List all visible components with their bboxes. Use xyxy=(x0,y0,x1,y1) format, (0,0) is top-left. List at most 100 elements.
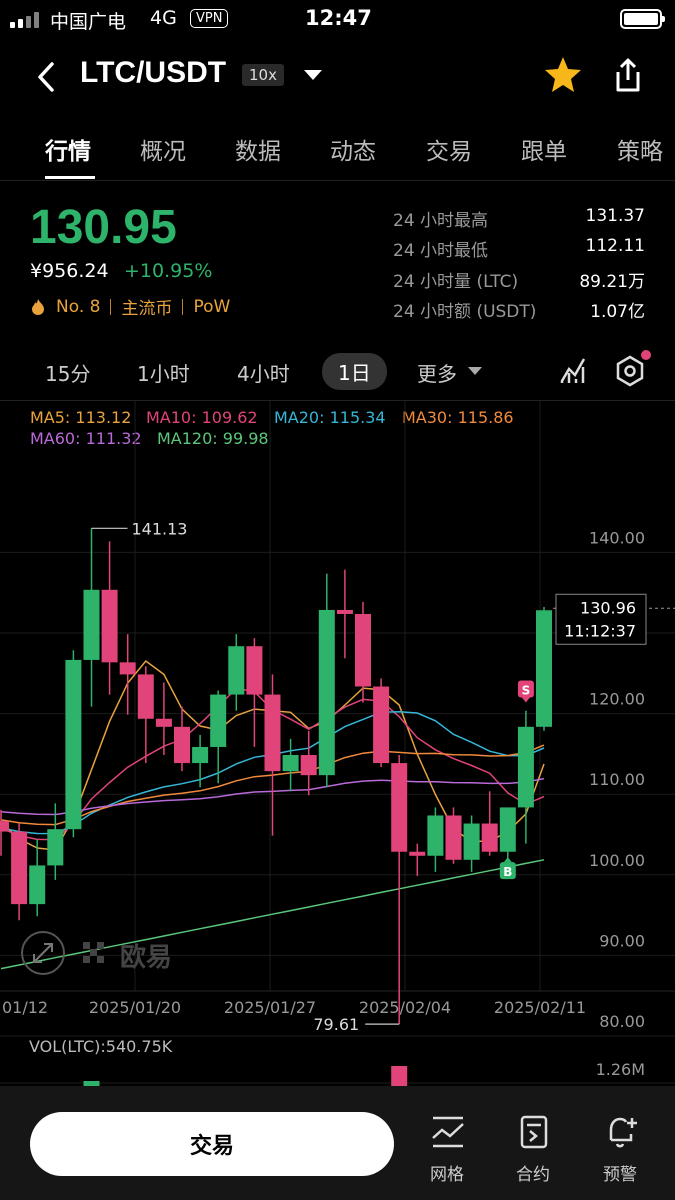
chevron-down-icon[interactable] xyxy=(304,70,322,80)
watermark: 欧易 xyxy=(21,931,172,975)
candle xyxy=(174,726,190,764)
contract-label[interactable]: 合约 xyxy=(516,1165,550,1185)
stat-volume-label: 24 小时量 (LTC) xyxy=(393,272,519,292)
buy-marker-tip xyxy=(503,857,512,863)
indicator-icon[interactable] xyxy=(560,355,588,385)
interval-4h[interactable]: 4小时 xyxy=(237,362,290,386)
rank-label: No. 8 xyxy=(56,296,101,317)
tab-data[interactable]: 数据 xyxy=(235,139,281,165)
low-price-label: 79.61 xyxy=(313,1015,359,1034)
candle xyxy=(336,609,353,614)
back-arrow-icon[interactable] xyxy=(32,60,62,94)
status-time: 12:47 xyxy=(305,6,372,30)
favorite-star-icon[interactable] xyxy=(543,55,583,95)
ma20-label: MA20: 115.34 xyxy=(274,408,386,427)
volume-bar xyxy=(83,1081,100,1086)
x-axis-label: 2025/02/11 xyxy=(494,998,586,1017)
tab-copy[interactable]: 跟单 xyxy=(521,139,567,165)
candle xyxy=(29,865,46,905)
candle xyxy=(65,659,82,830)
status-bar: 中国广电 4G VPN 12:47 xyxy=(0,0,675,40)
ma120-line xyxy=(0,859,545,970)
price-cny: ¥956.24 xyxy=(30,260,109,282)
coin-meta: No. 8 主流币 PoW xyxy=(30,294,230,319)
category-label[interactable]: 主流币 xyxy=(121,299,173,319)
x-axis-label: 2025/01/20 xyxy=(89,998,181,1017)
candle xyxy=(282,755,299,772)
carrier-name: 中国广电 xyxy=(50,11,127,33)
current-price-value: 130.96 xyxy=(580,598,636,617)
candle xyxy=(246,646,263,695)
consensus-label[interactable]: PoW xyxy=(193,296,231,317)
volume-label: VOL(LTC):540.75K xyxy=(29,1037,173,1056)
chart-overlay: 141.13 79.61 130.96 11:12:37 S B VOL(LTC):540.… xyxy=(0,519,675,1086)
tab-news[interactable]: 动态 xyxy=(330,139,376,165)
chart-settings-icon[interactable] xyxy=(614,354,646,388)
expand-icon xyxy=(21,931,65,975)
high-price-label: 141.13 xyxy=(132,519,188,538)
candle xyxy=(83,589,100,660)
meta-separator xyxy=(182,298,184,315)
candle xyxy=(517,726,534,808)
interval-15m[interactable]: 15分 xyxy=(45,362,91,386)
leverage-badge: 10x xyxy=(242,64,284,86)
interval-more[interactable]: 更多 xyxy=(417,362,457,386)
section-tabs: 行情 概况 数据 动态 交易 跟单 策略 xyxy=(0,130,675,180)
tab-strategy[interactable]: 策略 xyxy=(617,139,663,165)
candle xyxy=(463,823,480,860)
y-axis-label: 100.00 xyxy=(589,851,645,870)
ma10-label: MA10: 109.62 xyxy=(146,408,258,427)
contract-icon[interactable] xyxy=(516,1114,552,1150)
candle xyxy=(445,815,462,860)
candle xyxy=(427,815,444,856)
chevron-down-icon[interactable] xyxy=(468,367,482,375)
ma120-label: MA120: 99.98 xyxy=(157,429,269,448)
candle xyxy=(0,821,9,832)
share-icon[interactable] xyxy=(610,56,646,94)
candle xyxy=(11,831,28,905)
candle xyxy=(192,746,209,764)
candle xyxy=(210,694,227,747)
notification-dot xyxy=(641,350,651,360)
meta-separator xyxy=(110,298,112,315)
y-axis-label: 90.00 xyxy=(599,931,645,950)
buy-marker-label: B xyxy=(503,865,512,879)
candle xyxy=(137,674,154,719)
candles xyxy=(0,528,552,1025)
candle xyxy=(300,755,317,776)
volume-bar xyxy=(391,1066,408,1086)
candle xyxy=(409,851,426,856)
grid-trading-label[interactable]: 网格 xyxy=(430,1165,464,1185)
alert-bell-icon[interactable] xyxy=(603,1114,639,1150)
divider xyxy=(0,400,675,401)
interval-1d[interactable]: 1日 xyxy=(322,353,387,390)
volume-axis-label: 1.26M xyxy=(596,1060,645,1079)
price-change: +10.95% xyxy=(124,260,213,282)
flame-icon xyxy=(32,298,44,315)
candle xyxy=(264,694,281,772)
tab-overview[interactable]: 概况 xyxy=(140,139,186,165)
interval-1h[interactable]: 1小时 xyxy=(137,362,190,386)
stat-turnover-label: 24 小时额 (USDT) xyxy=(393,302,537,322)
sell-marker xyxy=(517,680,534,698)
candle xyxy=(101,589,118,663)
candle xyxy=(373,686,390,764)
candle xyxy=(536,610,552,727)
signal-icon xyxy=(10,12,44,28)
candle xyxy=(155,718,172,727)
pair-title[interactable]: LTC/USDT xyxy=(80,56,227,89)
alert-label[interactable]: 预警 xyxy=(603,1165,637,1185)
current-price-tag xyxy=(555,593,647,645)
last-price: 130.95 xyxy=(30,201,177,254)
sell-marker-tip xyxy=(521,697,530,703)
stat-low-label: 24 小时最低 xyxy=(393,241,489,261)
tab-trade[interactable]: 交易 xyxy=(426,139,472,165)
okx-logo xyxy=(83,942,104,963)
candlestick-chart[interactable]: 140.00130.00120.00110.00100.0090.0080.00… xyxy=(0,401,675,1086)
tab-market[interactable]: 行情 xyxy=(45,139,91,165)
watermark-text: 欧易 xyxy=(120,942,172,973)
ma30-label: MA30: 115.86 xyxy=(402,408,514,427)
battery-icon xyxy=(620,9,665,29)
trade-button[interactable]: 交易 xyxy=(30,1112,394,1176)
grid-trading-icon[interactable] xyxy=(430,1114,466,1150)
